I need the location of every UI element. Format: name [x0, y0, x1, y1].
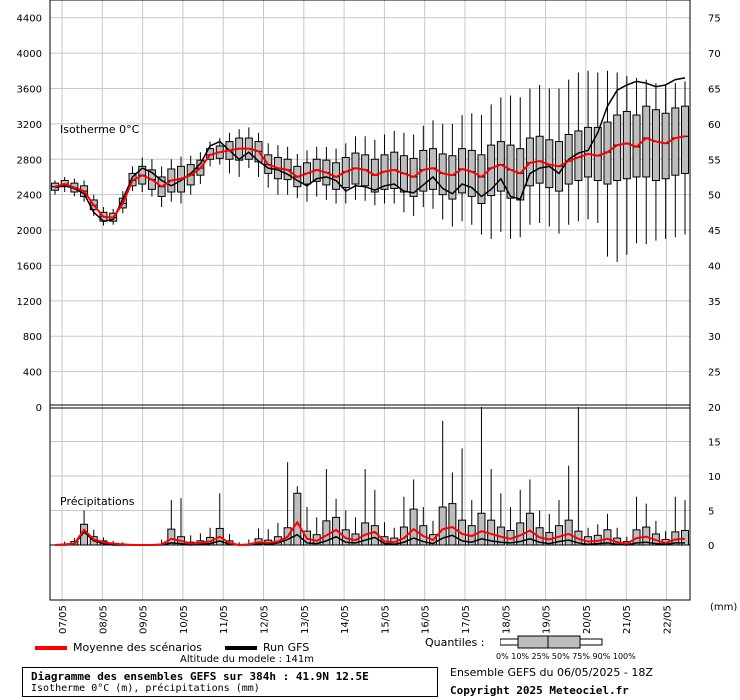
axes: 0400800120016002000240028003200360040004… — [17, 0, 721, 634]
box — [651, 109, 660, 181]
y-tick-label: 0 — [36, 403, 42, 414]
lower-panel-title: Précipitations — [60, 495, 135, 508]
lower-panel — [54, 407, 689, 547]
legend-quantiles: Quantiles : — [425, 636, 484, 649]
box — [438, 506, 447, 546]
box — [603, 529, 612, 546]
box — [564, 519, 573, 546]
legend-run-label: Run GFS — [263, 641, 310, 654]
y2-tick-label: 75 — [708, 14, 721, 25]
x-tick-label: 17/05 — [461, 605, 472, 634]
box — [535, 135, 544, 184]
x-tick-label: 19/05 — [542, 605, 553, 634]
x-tick-label: 08/05 — [98, 605, 109, 634]
y-tick-label: 2400 — [17, 191, 42, 202]
x-tick-label: 10/05 — [179, 605, 190, 634]
x-tick-label: 12/05 — [260, 605, 271, 634]
y-tick-label: 4000 — [17, 49, 42, 60]
y2-tick-label: 50 — [708, 191, 721, 202]
y2-tick-label: 40 — [708, 261, 721, 272]
upper-panel — [51, 70, 689, 262]
box — [167, 528, 176, 546]
legend-mean: Moyenne des scénarios — [35, 641, 202, 654]
x-tick-label: 20/05 — [582, 605, 593, 634]
mean-precip-line — [54, 520, 686, 547]
y-tick-label: 400 — [23, 368, 42, 379]
y-tick-label: 1600 — [17, 261, 42, 272]
y2-tick-label: 25 — [708, 368, 721, 379]
copyright-label: Copyright 2025 Meteociel.fr — [450, 684, 629, 697]
box — [409, 508, 418, 546]
y2-tick-label: 0 — [708, 541, 714, 552]
box — [584, 126, 593, 178]
y-tick-label: 2800 — [17, 155, 42, 166]
y2-tick-label: 60 — [708, 120, 721, 131]
run-gfs-line — [54, 77, 686, 223]
legend-mean-label: Moyenne des scénarios — [73, 641, 202, 654]
y-tick-label: 800 — [23, 332, 42, 343]
y2-tick-label: 55 — [708, 155, 721, 166]
y-tick-label: 4400 — [17, 14, 42, 25]
box — [293, 492, 302, 546]
box — [448, 503, 457, 546]
y-tick-label: 2000 — [17, 226, 42, 237]
x-tick-label: 18/05 — [501, 605, 512, 634]
box — [671, 107, 680, 176]
box — [661, 112, 670, 180]
ensemble-chart: 0400800120016002000240028003200360040004… — [17, 0, 737, 634]
quantiles-box-icon — [500, 635, 603, 649]
y-tick-label: 3200 — [17, 120, 42, 131]
x-tick-label: 14/05 — [340, 605, 351, 634]
legend-run: Run GFS — [225, 641, 309, 654]
quantile-ticks-label: 0% 10% 25% 50% 75% 90% 100% — [496, 652, 636, 661]
y-tick-label: 3600 — [17, 84, 42, 95]
box — [681, 105, 689, 174]
quantile-ticks: 0% 10% 25% 50% 75% 90% 100% — [496, 652, 636, 661]
y2-tick-label: 15 — [708, 438, 721, 449]
plot-frame — [49, 0, 691, 601]
upper-panel-title: Isotherme 0°C — [60, 123, 140, 136]
y2-tick-label: 10 — [708, 472, 721, 483]
title-box: Diagramme des ensembles GEFS sur 384h : … — [22, 667, 438, 697]
y2-tick-label: 35 — [708, 297, 721, 308]
y2-tick-label: 5 — [708, 507, 714, 518]
mean-line — [54, 135, 686, 219]
legend-mean-swatch — [35, 646, 67, 650]
x-tick-label: 11/05 — [219, 605, 230, 634]
x-tick-label: 13/05 — [300, 605, 311, 634]
x-tick-label: 21/05 — [622, 605, 633, 634]
box — [477, 154, 486, 205]
chart-title: Diagramme des ensembles GEFS sur 384h : … — [31, 670, 369, 683]
grid — [50, 0, 690, 600]
box — [477, 512, 486, 546]
y2-tick-label: 65 — [708, 84, 721, 95]
box — [681, 530, 689, 546]
altitude-label: Altitude du modele : 141m — [180, 654, 314, 665]
legend-run-swatch — [225, 646, 257, 650]
run-label: Ensemble GEFS du 06/05/2025 - 18Z — [450, 666, 653, 679]
chart-subtitle: Isotherme 0°C (m), précipitations (mm) — [31, 683, 260, 694]
box — [448, 155, 457, 200]
x-tick-label: 22/05 — [663, 605, 674, 634]
x-tick-label: 07/05 — [58, 605, 69, 634]
y2-tick-label: 45 — [708, 226, 721, 237]
y2-tick-label: 20 — [708, 403, 721, 414]
box — [525, 512, 534, 546]
y-tick-label: 1200 — [17, 297, 42, 308]
y2-tick-label: 30 — [708, 332, 721, 343]
precip-unit-label: (mm) — [710, 602, 737, 613]
legend-quantiles-label: Quantiles : — [425, 636, 485, 649]
y2-tick-label: 70 — [708, 49, 721, 60]
x-tick-label: 09/05 — [139, 605, 150, 634]
x-tick-label: 16/05 — [421, 605, 432, 634]
x-tick-label: 15/05 — [380, 605, 391, 634]
